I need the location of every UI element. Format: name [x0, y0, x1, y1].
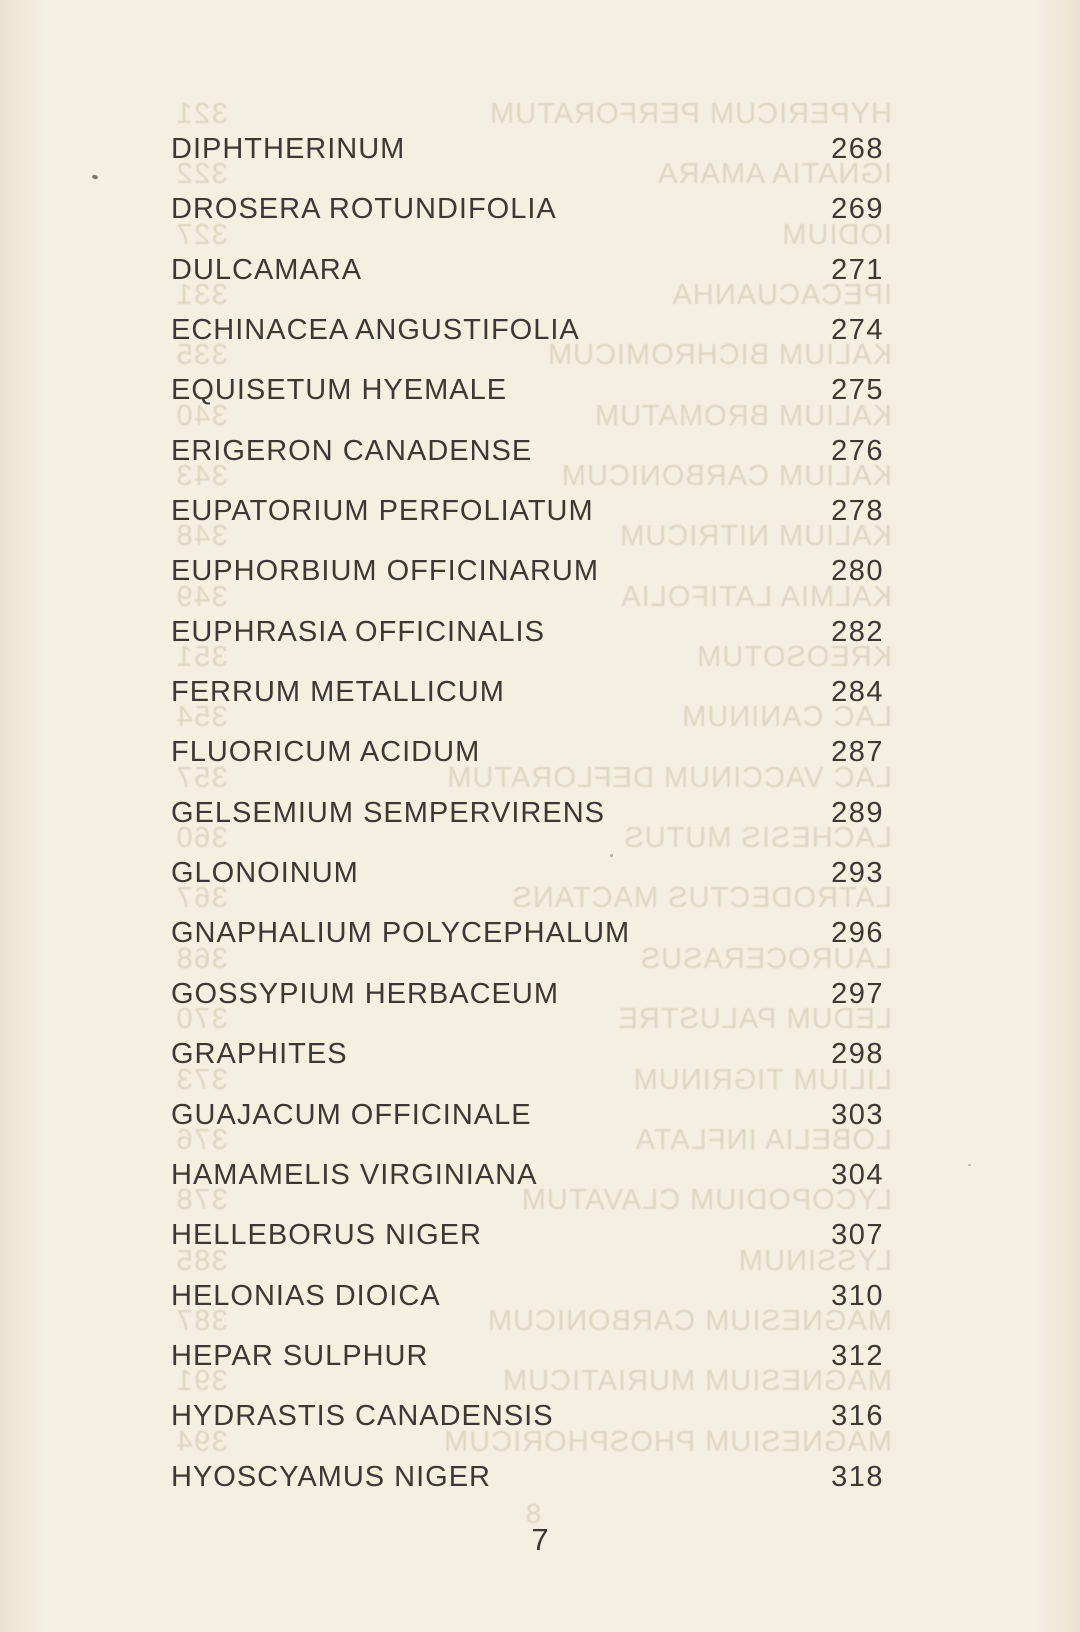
page-ref: 276	[831, 434, 884, 467]
page-ref: 318	[831, 1460, 884, 1493]
toc-entry: EUPHRASIA OFFICINALIS 282	[171, 615, 884, 678]
toc-entry: HELONIAS DIOICA 310	[171, 1279, 884, 1342]
toc-entry: HELLEBORUS NIGER 307	[171, 1221, 884, 1281]
toc-entry: DIPHTHERINUM 268	[171, 135, 884, 195]
remedy-title: ECHINACEA ANGUSTIFOLIA	[171, 314, 580, 347]
toc-entry: ECHINACEA ANGUSTIFOLIA 274	[171, 316, 884, 376]
remedy-title: DROSERA ROTUNDIFOLIA	[171, 193, 557, 226]
page-ref: 280	[831, 555, 884, 588]
bleedthrough-page-ref: 321	[175, 98, 228, 130]
remedy-title: HELONIAS DIOICA	[171, 1279, 441, 1312]
remedy-title: HYOSCYAMUS NIGER	[171, 1460, 492, 1493]
toc-entry: DULCAMARA 271	[171, 253, 884, 316]
remedy-title: FERRUM METALLICUM	[171, 676, 505, 709]
page-ref: 304	[831, 1158, 884, 1191]
page-ref: 293	[831, 857, 884, 890]
toc-entry: GOSSYPIUM HERBACEUM 297	[171, 977, 884, 1040]
toc-entry: GUAJACUM OFFICINALE 303	[171, 1098, 884, 1161]
page-ref: 275	[831, 374, 884, 407]
paper-speck	[968, 1164, 971, 1166]
page-ref: 296	[831, 917, 884, 950]
page-number: 7	[531, 1522, 549, 1557]
toc-entry: DROSERA ROTUNDIFOLIA 269	[171, 195, 884, 255]
remedy-title: HYDRASTIS CANADENSIS	[171, 1400, 554, 1433]
toc-entry: EUPHORBIUM OFFICINARUM 280	[171, 557, 884, 617]
page-ref: 269	[831, 193, 884, 226]
remedy-title: HEPAR SULPHUR	[171, 1339, 429, 1372]
page-ref: 287	[831, 736, 884, 769]
remedy-title: HELLEBORUS NIGER	[171, 1219, 482, 1252]
remedy-title: DULCAMARA	[171, 253, 363, 286]
toc-entry: HAMAMELIS VIRGINIANA 304	[171, 1158, 884, 1221]
page-ref: 298	[831, 1038, 884, 1071]
toc-entry: HEPAR SULPHUR 312	[171, 1339, 884, 1402]
paper-speck	[91, 174, 99, 180]
toc-entry: HYOSCYAMUS NIGER 318	[171, 1460, 884, 1523]
remedy-title: GUAJACUM OFFICINALE	[171, 1098, 532, 1131]
page-ref: 278	[831, 495, 884, 528]
toc-entry: GNAPHALIUM POLYCEPHALUM 296	[171, 919, 884, 979]
toc-entry: EQUISETUM HYEMALE 275	[171, 376, 884, 436]
page-ref: 289	[831, 796, 884, 829]
toc-entry: ERIGERON CANADENSE 276	[171, 434, 884, 497]
page-ref: 307	[831, 1219, 884, 1252]
page-ref: 274	[831, 314, 884, 347]
page-ref: 310	[831, 1279, 884, 1312]
toc-entry: FLUORICUM ACIDUM 287	[171, 738, 884, 798]
remedy-title: EUPATORIUM PERFOLIATUM	[171, 495, 594, 528]
page-ref: 297	[831, 977, 884, 1010]
remedy-title: HAMAMELIS VIRGINIANA	[171, 1158, 538, 1191]
toc-entry: FERRUM METALLICUM 284	[171, 678, 884, 738]
page-ref: 316	[831, 1400, 884, 1433]
toc-entry: EUPATORIUM PERFOLIATUM 278	[171, 497, 884, 557]
bleedthrough-remedy-title: HYPERICUM PERFORATUM	[489, 98, 892, 130]
toc-entry: GRAPHITES 298	[171, 1040, 884, 1100]
toc-entry: GELSEMIUM SEMPERVIRENS 289	[171, 796, 884, 859]
page-ref: 312	[831, 1339, 884, 1372]
toc-entry: HYDRASTIS CANADENSIS 316	[171, 1402, 884, 1462]
remedy-title: FLUORICUM ACIDUM	[171, 736, 481, 769]
remedy-title: GOSSYPIUM HERBACEUM	[171, 977, 559, 1010]
toc-list: DIPHTHERINUM 268 DROSERA ROTUNDIFOLIA 26…	[171, 135, 884, 1523]
remedy-title: GNAPHALIUM POLYCEPHALUM	[171, 917, 631, 950]
page-ref: 284	[831, 676, 884, 709]
page-ref: 271	[831, 253, 884, 286]
page-ref: 268	[831, 133, 884, 165]
page-ref: 282	[831, 615, 884, 648]
remedy-title: GELSEMIUM SEMPERVIRENS	[171, 796, 606, 829]
remedy-title: ERIGERON CANADENSE	[171, 434, 533, 467]
paper-speck	[610, 854, 613, 857]
remedy-title: DIPHTHERINUM	[171, 133, 406, 165]
remedy-title: EUPHORBIUM OFFICINARUM	[171, 555, 599, 588]
page-ref: 303	[831, 1098, 884, 1131]
remedy-title: GLONOINUM	[171, 857, 359, 890]
remedy-title: EUPHRASIA OFFICINALIS	[171, 615, 545, 648]
remedy-title: EQUISETUM HYEMALE	[171, 374, 508, 407]
remedy-title: GRAPHITES	[171, 1038, 348, 1071]
toc-entry: GLONOINUM 293	[171, 859, 884, 919]
